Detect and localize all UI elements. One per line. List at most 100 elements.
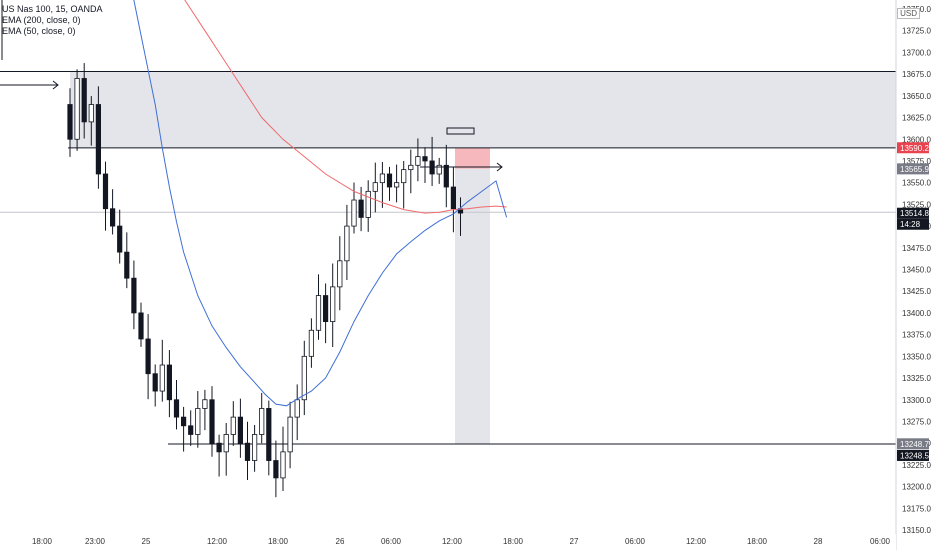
- candle-body: [117, 225, 123, 253]
- candle-body: [88, 104, 94, 123]
- price-tag-label: 13514.8: [900, 209, 929, 218]
- price-tick-label: 13300.0: [902, 396, 931, 405]
- time-tick-label: 27: [570, 537, 579, 546]
- price-tag: 13514.8: [897, 207, 929, 219]
- candle-body: [266, 408, 272, 461]
- candle-body: [379, 173, 386, 184]
- ema200-line: [184, 0, 507, 214]
- candle-body: [230, 416, 236, 435]
- candle-body: [152, 373, 158, 392]
- price-tag-label: 13590.2: [900, 144, 929, 153]
- candle-body: [159, 364, 165, 392]
- time-axis-bg: [0, 534, 896, 550]
- supply-zone: [70, 71, 896, 148]
- price-tick-label: 13650.0: [902, 92, 931, 101]
- stop-loss-zone: [455, 147, 490, 169]
- time-tick-label: 28: [814, 537, 823, 546]
- price-tick-label: 13175.0: [902, 504, 931, 513]
- candle-body: [287, 416, 293, 453]
- candle-body: [145, 338, 151, 375]
- candle-body: [401, 169, 407, 184]
- time-tick-label: 26: [336, 537, 345, 546]
- price-tick-label: 13350.0: [902, 352, 931, 361]
- candle-body: [372, 182, 378, 192]
- candle-body: [393, 182, 400, 188]
- arrow-right-head: [496, 162, 503, 172]
- time-tick-label: 12:00: [442, 537, 463, 546]
- price-tag-bg: [897, 207, 929, 219]
- price-tag-bg: [897, 218, 929, 230]
- time-axis[interactable]: 18:00 23:00 25 12:00 18:00 26 06:00 12:00 18:00 2…: [0, 534, 896, 550]
- candles-layer: [67, 63, 464, 498]
- price-tag: 14:28: [897, 218, 929, 230]
- price-tick-label: 13400.0: [902, 309, 931, 318]
- candle-body: [95, 104, 101, 175]
- candle-body: [386, 173, 393, 188]
- candle-body: [209, 399, 215, 444]
- candle-body: [102, 173, 109, 210]
- price-tag-label: 14:28: [900, 220, 921, 229]
- candle-body: [365, 190, 371, 218]
- drawing-tools-layer[interactable]: [0, 0, 503, 172]
- price-tick-label: 13450.0: [902, 266, 931, 275]
- price-tag-bg: [897, 438, 929, 450]
- price-tag-label: 13565.9: [900, 165, 929, 174]
- price-tag: 13248.7: [897, 438, 929, 450]
- price-tag: 13590.2: [897, 142, 929, 154]
- candle-body: [180, 416, 187, 427]
- price-tag-bg: [897, 449, 929, 461]
- price-tick-label: 13200.0: [902, 483, 931, 492]
- price-tags-layer: 13590.2 13565.9 13514.8 14:28 13248.7 13248.5: [897, 142, 929, 461]
- candle-body: [74, 78, 80, 140]
- candle-body: [322, 295, 329, 322]
- price-tick-label: 13275.0: [902, 417, 931, 426]
- price-tick-label: 13700.0: [902, 48, 931, 57]
- time-tick-label: 18:00: [32, 537, 53, 546]
- time-tick-label: 12:00: [207, 537, 228, 546]
- candle-body: [188, 425, 194, 435]
- candle-body: [259, 408, 265, 435]
- ema-layer: [133, 0, 508, 407]
- candle-body: [422, 156, 428, 162]
- time-tick-label: 18:00: [747, 537, 768, 546]
- zone-layer: [70, 71, 896, 445]
- candle-body: [358, 199, 364, 218]
- price-tick-label: 13425.0: [902, 287, 931, 296]
- currency-badge[interactable]: USD: [897, 8, 920, 19]
- ema50-line: [133, 0, 508, 407]
- candle-body: [166, 364, 172, 401]
- price-tick-label: 13325.0: [902, 374, 931, 383]
- candle-body: [251, 434, 258, 461]
- price-tick-label: 13600.0: [902, 135, 931, 144]
- time-tick-label: 23:00: [85, 537, 106, 546]
- legend-symbol[interactable]: US Nas 100, 15, OANDA: [2, 4, 103, 14]
- candle-body: [202, 399, 208, 409]
- candle-body: [280, 451, 286, 479]
- price-tag-bg: [897, 142, 929, 154]
- candle-body: [124, 251, 130, 279]
- candle-body: [131, 277, 137, 314]
- price-tick-label: 13725.0: [902, 27, 931, 36]
- time-tick-label: 06:00: [870, 537, 891, 546]
- candle-body: [195, 408, 201, 435]
- price-tick-label: 13225.0: [902, 461, 931, 470]
- candle-body: [110, 208, 116, 227]
- candle-body: [301, 355, 307, 401]
- candle-body: [67, 104, 73, 140]
- legend-ema50[interactable]: EMA (50, close, 0): [2, 26, 76, 36]
- candle-body: [344, 225, 350, 262]
- time-tick-label: 25: [142, 537, 151, 546]
- price-axis[interactable]: 13150.013175.013200.013225.013250.013275…: [895, 0, 932, 550]
- legend-ema200[interactable]: EMA (200, close, 0): [2, 15, 81, 25]
- time-tick-label: 18:00: [268, 537, 289, 546]
- price-tick-label: 13675.0: [902, 70, 931, 79]
- price-tick-label: 13375.0: [902, 331, 931, 340]
- price-tick-label: 13575.0: [902, 157, 931, 166]
- candle-body: [450, 186, 457, 210]
- candle-body: [315, 295, 322, 331]
- candle-body: [173, 399, 180, 418]
- price-tag-bg: [897, 163, 929, 175]
- candle-body: [138, 312, 144, 340]
- candle-body: [308, 329, 315, 357]
